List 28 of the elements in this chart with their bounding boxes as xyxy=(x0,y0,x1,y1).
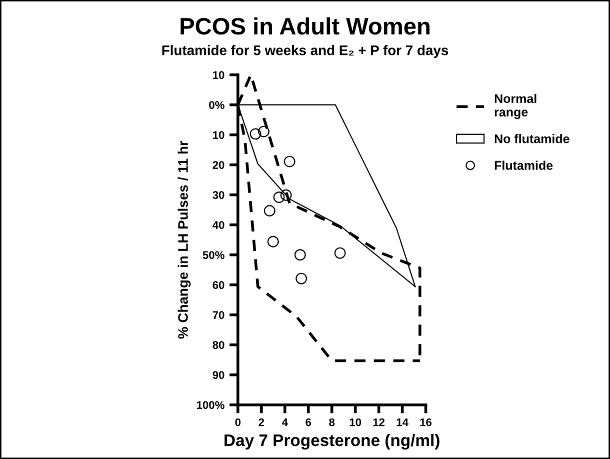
y-axis-title: % Change in LH Pulses / 11 hr xyxy=(178,140,191,339)
x-tick-label: 16 xyxy=(420,418,432,426)
legend-label: Flutamide xyxy=(494,160,553,170)
y-tick-label: 20 xyxy=(212,161,224,169)
y-tick-label: 10 xyxy=(213,71,224,79)
y-tick-label: 40 xyxy=(212,221,224,229)
y-tick-label: 80 xyxy=(212,341,224,349)
legend-label: No flutamide xyxy=(494,134,570,144)
x-tick-label: 14 xyxy=(396,418,408,426)
y-tick-label: 60 xyxy=(212,281,224,289)
chart-subtitle: Flutamide for 5 weeks and E₂ + P for 7 days xyxy=(162,45,448,58)
y-tick-label: 10 xyxy=(213,131,224,139)
y-tick-label: 100% xyxy=(196,401,224,409)
x-tick-label: 0 xyxy=(235,418,241,426)
x-tick-label: 2 xyxy=(258,418,264,426)
x-tick-label: 6 xyxy=(306,418,312,426)
x-tick-label: 10 xyxy=(350,418,362,426)
y-tick-label: 70 xyxy=(212,311,224,319)
x-tick-label: 4 xyxy=(282,418,288,426)
y-tick-label: 50% xyxy=(202,251,224,259)
y-tick-label: 30 xyxy=(212,191,224,199)
x-tick-label: 8 xyxy=(329,418,335,426)
x-axis-title: Day 7 Progesterone (ng/ml) xyxy=(224,434,440,450)
y-tick-label: 90 xyxy=(212,371,224,379)
x-tick-label: 12 xyxy=(373,418,385,426)
y-tick-label: 0% xyxy=(209,101,224,109)
legend-label: Normal range xyxy=(494,94,536,120)
chart-title: PCOS in Adult Women xyxy=(180,17,430,35)
